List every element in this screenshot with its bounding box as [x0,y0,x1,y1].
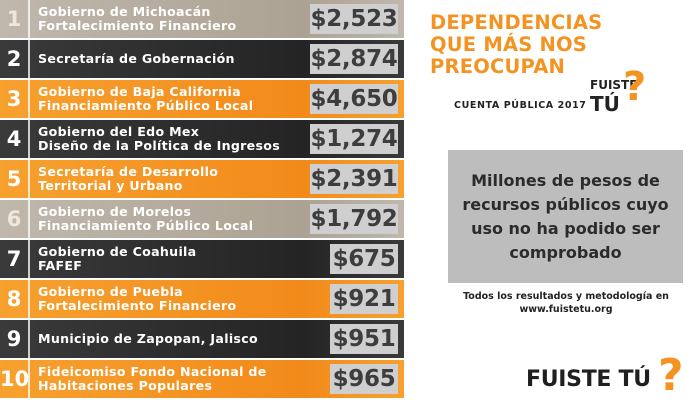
agency-name: Gobierno de Michoacán Fortalecimiento Fin… [30,5,404,33]
agency-name-line-1: Fideicomiso Fondo Nacional de [38,364,267,379]
agency-name-line-2: Territorial y Urbano [38,178,183,193]
agency-name-line-2: Financiamiento Público Local [38,218,254,233]
agency-name: Gobierno de Puebla Fortalecimiento Financ… [30,285,404,313]
ranking-row: 8 Gobierno de Puebla Fortalecimiento Finan… [0,280,404,318]
amount-box: $1,274 [310,124,398,154]
rank-number: 5 [6,167,22,191]
rank-number: 2 [6,47,22,71]
amount-box: $965 [330,364,398,394]
amount-value: $951 [332,326,396,352]
amount-box: $2,391 [310,164,398,194]
row-divider [28,160,30,198]
rank-number: 1 [6,7,22,31]
ranking-row: 7 Gobierno de Coahuila FAFEF $675 [0,240,404,278]
amount-value: $921 [332,286,396,312]
amount-value: $1,274 [310,126,398,152]
amount-box: $951 [330,324,398,354]
agency-name-line-2: Financiamiento Público Local [38,98,254,113]
agency-name-line-1: Gobierno de Morelos [38,204,192,219]
amount-value: $2,523 [310,6,398,32]
row-divider [28,200,30,238]
title-line-1: DEPENDENCIAS [430,11,603,34]
note-url[interactable]: www.fuistetu.org [519,304,613,315]
ranking-row: 2 Secretaría de Gobernación $2,874 [0,40,404,78]
row-divider [28,120,30,158]
title-line-2: QUE MÁS NOS [430,33,587,56]
row-divider [28,80,30,118]
ranking-list: 1 Gobierno de Michoacán Fortalecimiento Fi… [0,0,404,398]
question-mark-icon: ? [623,64,647,110]
fuiste-tu-logo: FUISTE TÚ ? [526,350,696,400]
fuiste-tu-logo-small: FUISTE TÚ ? [590,64,654,124]
agency-name: Fideicomiso Fondo Nacional de Habitacione… [30,365,404,393]
row-divider [28,320,30,358]
rank-number: 3 [6,87,22,111]
agency-name: Gobierno de Baja California Financiamient… [30,85,404,113]
agency-name-line-2: Fortalecimiento Financiero [38,18,237,33]
amount-box: $4,650 [310,84,398,114]
logo-small-text-2: TÚ [590,92,620,116]
amount-box: $2,874 [310,44,398,74]
amount-value: $4,650 [310,86,398,112]
agency-name-line-1: Secretaría de Gobernación [38,51,235,66]
agency-name-line-1: Gobierno del Edo Mex [38,124,200,139]
agency-name-line-2: Habitaciones Populares [38,378,213,393]
main-title: DEPENDENCIAS QUE MÁS NOS PREOCUPAN [430,12,670,78]
logo-big-text: FUISTE TÚ [526,367,651,392]
agency-name-line-2: Fortalecimiento Financiero [38,298,237,313]
row-divider [28,0,30,38]
rank-number: 9 [6,327,22,351]
title-line-3: PREOCUPAN [430,55,566,78]
subtitle: CUENTA PÚBLICA 2017 [454,100,587,111]
amount-box: $921 [330,284,398,314]
info-box: Millones de pesos de recursos públicos c… [448,150,683,283]
agency-name-line-1: Gobierno de Coahuila [38,244,197,259]
agency-name-line-1: Secretaría de Desarrollo [38,164,219,179]
ranking-row: 1 Gobierno de Michoacán Fortalecimiento Fi… [0,0,404,38]
rank-number: 6 [6,207,22,231]
agency-name: Gobierno del Edo Mex Diseño de la Polític… [30,125,404,153]
note-line-1: Todos los resultados y metodología en [463,291,669,302]
question-mark-icon: ? [658,350,684,400]
rank-number: 4 [6,127,22,151]
amount-value: $2,874 [310,46,398,72]
amount-value: $965 [332,366,396,392]
rank-number: 8 [6,287,22,311]
agency-name: Secretaría de Desarrollo Territorial y Ur… [30,165,404,193]
agency-name-line-1: Gobierno de Michoacán [38,4,211,19]
row-divider [28,360,30,398]
agency-name-line-2: FAFEF [38,258,83,273]
agency-name: Municipio de Zapopan, Jalisco [30,332,404,346]
ranking-row: 6 Gobierno de Morelos Financiamiento Públi… [0,200,404,238]
ranking-row: 4 Gobierno del Edo Mex Diseño de la Políti… [0,120,404,158]
agency-name-line-1: Municipio de Zapopan, Jalisco [38,331,258,346]
amount-value: $675 [332,246,396,272]
ranking-row: 3 Gobierno de Baja California Financiamien… [0,80,404,118]
ranking-row: 9 Municipio de Zapopan, Jalisco $951 [0,320,404,358]
row-divider [28,240,30,278]
methodology-note: Todos los resultados y metodología en ww… [450,290,682,316]
agency-name-line-1: Gobierno de Puebla [38,284,183,299]
row-divider [28,40,30,78]
amount-box: $2,523 [310,4,398,34]
ranking-row: 10 Fideicomiso Fondo Nacional de Habitacio… [0,360,404,398]
rank-number: 7 [6,247,22,271]
agency-name: Gobierno de Coahuila FAFEF [30,245,404,273]
row-divider [28,280,30,318]
amount-value: $1,792 [310,206,398,232]
rank-number: 10 [0,367,30,391]
info-box-text: Millones de pesos de recursos públicos c… [462,170,669,262]
amount-value: $2,391 [310,166,398,192]
agency-name-line-1: Gobierno de Baja California [38,84,241,99]
agency-name: Gobierno de Morelos Financiamiento Públic… [30,205,404,233]
logo-small-text-1: FUISTE [590,78,638,92]
ranking-row: 5 Secretaría de Desarrollo Territorial y U… [0,160,404,198]
amount-box: $1,792 [310,204,398,234]
agency-name-line-2: Diseño de la Política de Ingresos [38,138,281,153]
agency-name: Secretaría de Gobernación [30,52,404,66]
amount-box: $675 [330,244,398,274]
